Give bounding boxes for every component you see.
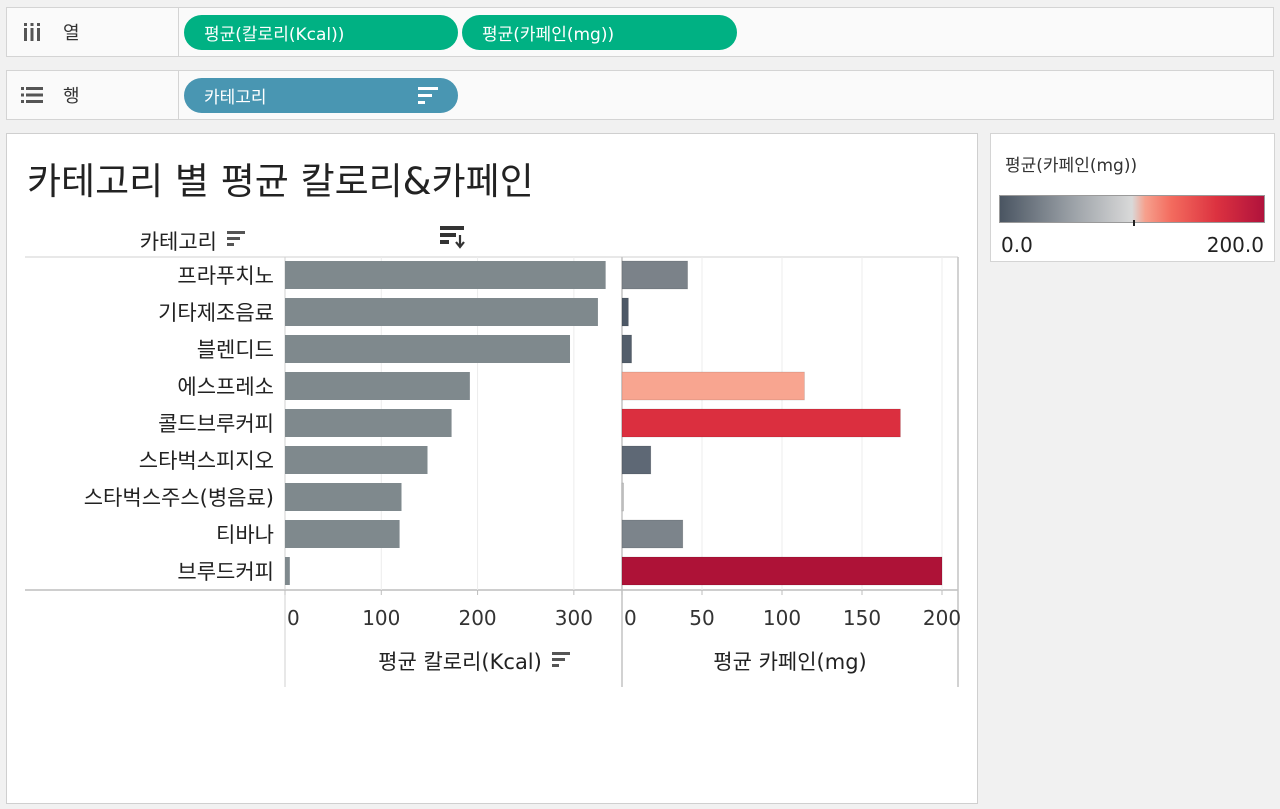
pill-avg-caffeine-label: 평균(카페인(mg)) (482, 25, 615, 45)
color-legend: 평균(카페인(mg)) 0.0 200.0 (990, 133, 1275, 262)
columns-shelf-label: 열 (7, 8, 179, 56)
caffeine-bars (621, 260, 943, 586)
sort-by-calorie-icon[interactable] (440, 226, 465, 249)
category-labels: 프라푸치노기타제조음료블렌디드에스프레소콜드브루커피스타벅스피지오스타벅스주스(… (84, 264, 274, 584)
pill-avg-caffeine[interactable]: 평균(카페인(mg)) (462, 15, 737, 50)
category-label: 프라푸치노 (177, 264, 274, 288)
caffeine-tick-label: 0 (624, 606, 637, 630)
pill-avg-calorie[interactable]: 평균(칼로리(Kcal)) (184, 15, 458, 50)
legend-midpoint-tick (1133, 220, 1135, 226)
columns-label-text: 열 (63, 23, 80, 44)
chart-canvas: 카테고리 별 평균 칼로리&카페인 카테고리 프라푸치노기타제조음료블렌디드에스… (25, 160, 961, 687)
caffeine-tick-label: 200 (923, 606, 961, 630)
row-header-sort-icon[interactable] (227, 231, 245, 246)
calorie-bar (285, 372, 470, 400)
legend-min-label: 0.0 (1001, 233, 1033, 257)
pill-category-label: 카테고리 (204, 88, 267, 108)
calorie-bar (285, 483, 402, 511)
sort-descending-icon[interactable] (418, 87, 438, 109)
chart-title: 카테고리 별 평균 칼로리&카페인 (27, 160, 534, 203)
calorie-axis-sort-icon[interactable] (552, 652, 570, 667)
category-label: 스타벅스피지오 (139, 449, 274, 473)
calorie-bars (285, 261, 606, 585)
calorie-bar (285, 557, 290, 585)
calorie-bar (285, 409, 452, 437)
legend-color-ramp[interactable] (999, 195, 1265, 223)
category-label: 콜드브루커피 (158, 412, 274, 436)
calorie-tick-label: 0 (287, 606, 300, 630)
caffeine-bar (621, 297, 629, 327)
calorie-bar (285, 520, 400, 548)
legend-title: 평균(카페인(mg)) (1005, 156, 1138, 176)
category-label: 에스프레소 (177, 375, 274, 399)
caffeine-axis-ticks: 0 50 100 150 200 (621, 590, 961, 630)
category-label: 스타벅스주스(병음료) (84, 486, 274, 510)
chart-frame (25, 256, 959, 687)
rows-icon (21, 86, 43, 104)
calorie-axis-ticks: 0 100 200 300 (284, 590, 593, 630)
rows-label-text: 행 (63, 86, 80, 107)
legend-max-label: 200.0 (1206, 233, 1264, 257)
rows-shelf: 행 카테고리 (6, 70, 1274, 120)
caffeine-bar (621, 519, 684, 549)
category-label: 티바나 (216, 523, 274, 547)
caffeine-bar (621, 371, 805, 401)
row-header-category: 카테고리 (140, 230, 217, 254)
calorie-tick-label: 300 (555, 606, 593, 630)
caffeine-tick-label: 100 (763, 606, 801, 630)
category-label: 기타제조음료 (158, 301, 274, 325)
calorie-bar (285, 298, 598, 326)
columns-icon (21, 23, 43, 41)
calorie-axis-title: 평균 칼로리(Kcal) (378, 650, 542, 674)
columns-shelf: 열 평균(칼로리(Kcal)) 평균(카페인(mg)) (6, 7, 1274, 57)
caffeine-bar (621, 408, 901, 438)
calorie-bar (285, 261, 606, 289)
calorie-bar (285, 446, 428, 474)
caffeine-bar (621, 334, 632, 364)
caffeine-tick-label: 150 (843, 606, 881, 630)
category-label: 브루드커피 (177, 560, 274, 584)
category-label: 블렌디드 (197, 338, 274, 362)
caffeine-bar (621, 260, 688, 290)
caffeine-bar (621, 445, 652, 475)
calorie-tick-label: 200 (458, 606, 496, 630)
rows-shelf-label: 행 (7, 71, 179, 119)
caffeine-bar (621, 482, 624, 512)
pill-category[interactable]: 카테고리 (184, 78, 458, 113)
calorie-tick-label: 100 (362, 606, 400, 630)
pill-avg-calorie-label: 평균(칼로리(Kcal)) (204, 25, 345, 45)
calorie-bar (285, 335, 571, 363)
caffeine-axis-title: 평균 카페인(mg) (713, 650, 866, 674)
caffeine-tick-label: 50 (689, 606, 714, 630)
caffeine-bar (621, 556, 943, 586)
